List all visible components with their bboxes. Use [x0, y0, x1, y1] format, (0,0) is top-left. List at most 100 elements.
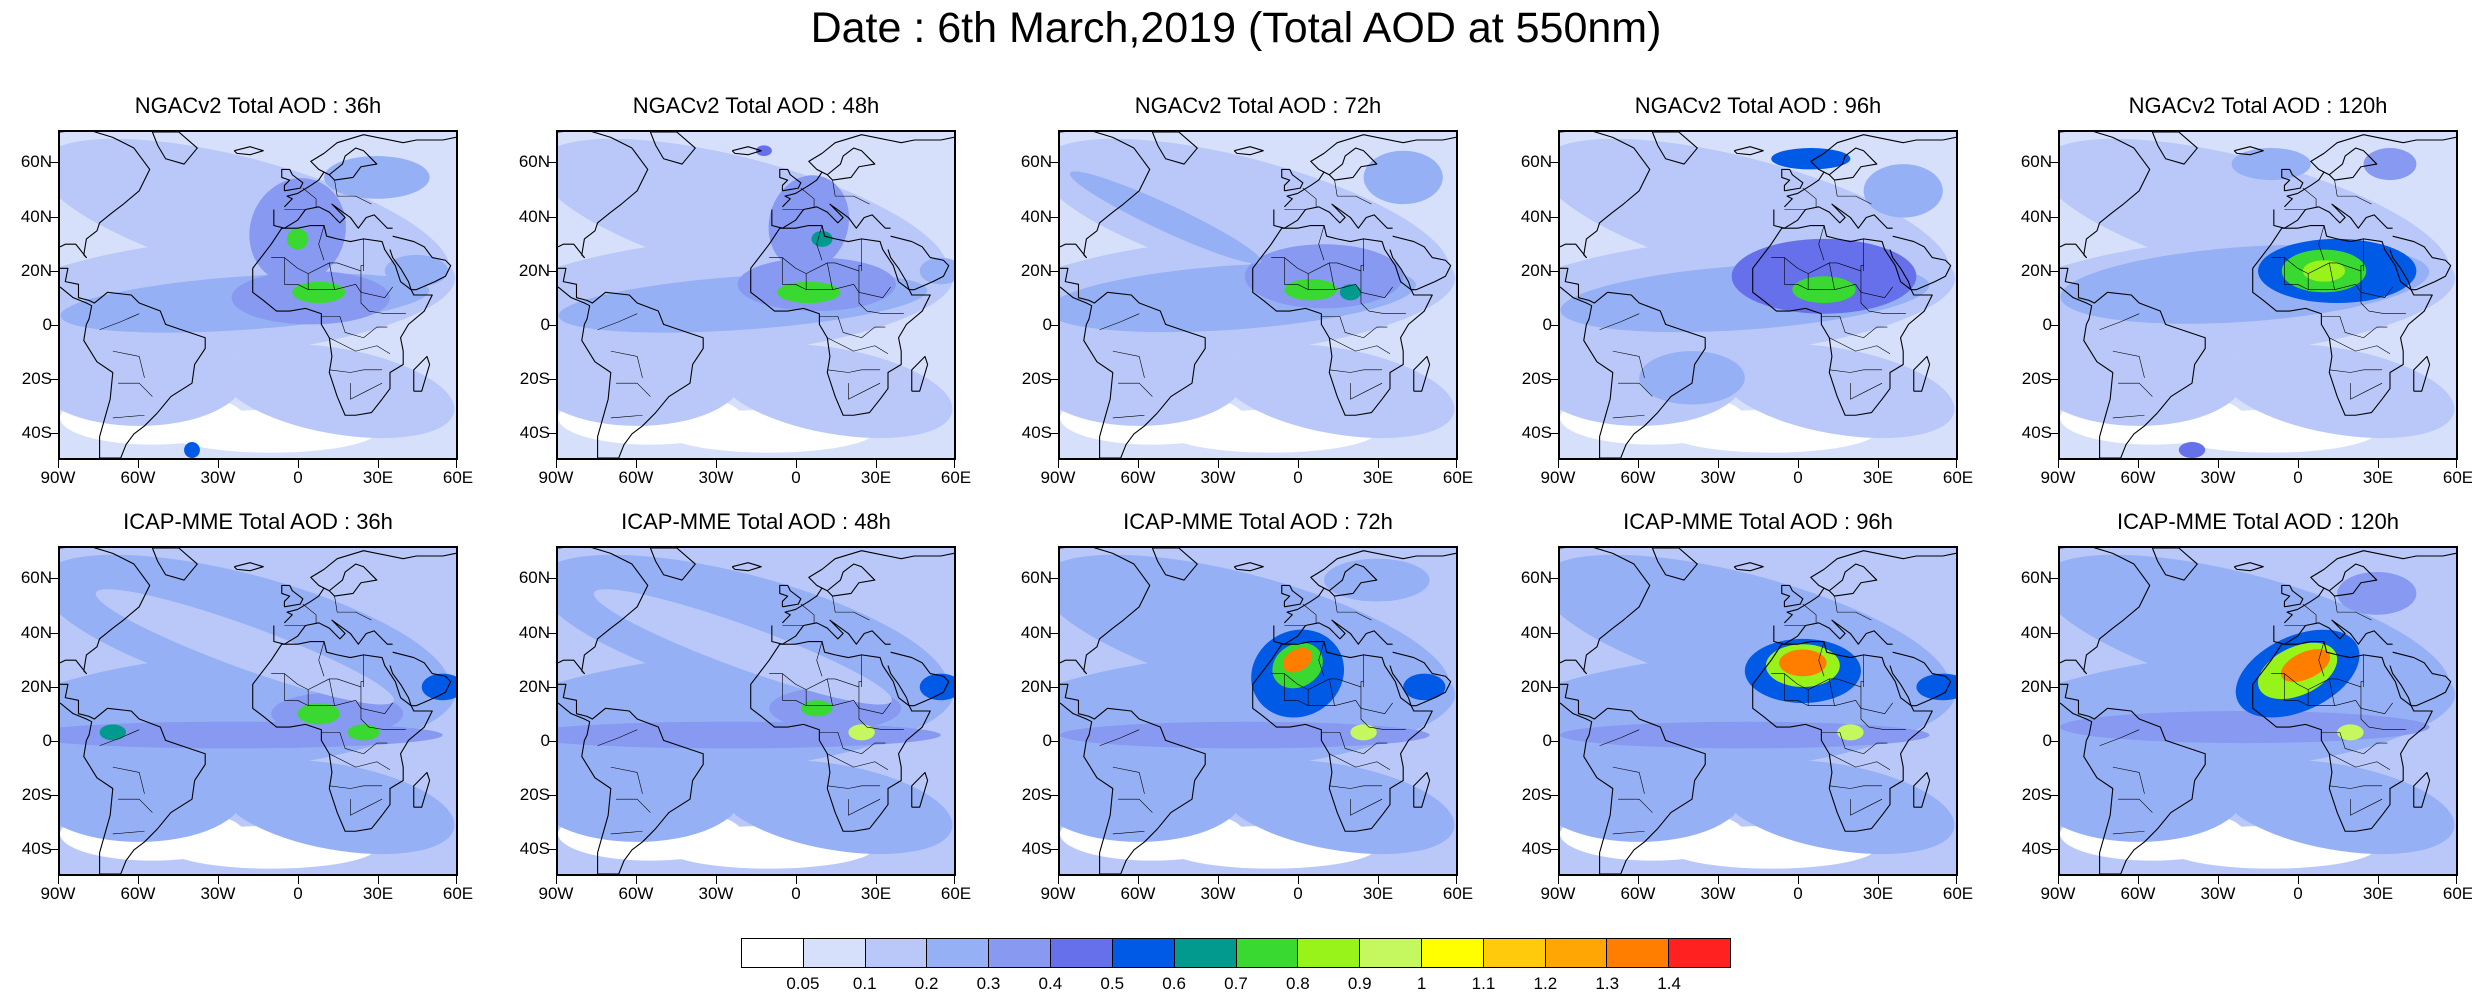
coastline	[2060, 267, 2206, 458]
map-panel-icap-72h: ICAP-MME Total AOD : 72h 60N 40N 20N 0 20S 40…	[1021, 508, 1473, 903]
coastline	[413, 355, 431, 392]
colorbar-tick-label: 0.3	[976, 974, 1001, 993]
latitude-tick	[548, 216, 556, 218]
aod-plume	[2231, 148, 2311, 181]
longitude-label: 30W	[1200, 468, 1236, 487]
aod-plume	[2060, 711, 2430, 744]
longitude-tick	[456, 876, 457, 884]
latitude-label: 60N	[20, 152, 52, 172]
coastline	[1273, 203, 1393, 229]
panel-title: NGACv2 Total AOD : 72h	[1134, 93, 1382, 118]
longitude-tick	[716, 460, 717, 468]
longitude-tick	[298, 460, 299, 468]
longitude-label: 60W	[618, 884, 654, 903]
longitude-tick	[954, 876, 955, 884]
aod-plume	[777, 281, 841, 304]
colorbar-swatch	[865, 939, 928, 967]
map-frame	[1558, 130, 1958, 460]
longitude-tick	[1218, 460, 1219, 468]
latitude-tick	[2050, 794, 2058, 796]
aod-field-map	[1060, 548, 1456, 874]
country-border	[1618, 798, 1653, 813]
longitude-label: 30E	[1862, 884, 1894, 903]
country-border	[2350, 798, 2383, 816]
map-frame	[58, 546, 458, 876]
latitude-label: 20N	[1520, 676, 1552, 696]
coastline	[284, 134, 456, 208]
coastline	[1389, 651, 1452, 707]
latitude-label: 40S	[21, 838, 52, 858]
coastline	[2389, 651, 2452, 707]
panel-title: ICAP-MME Total AOD : 72h	[1123, 509, 1393, 534]
aod-field-map	[1560, 132, 1956, 458]
country-border	[1318, 641, 1325, 677]
coastline	[2060, 548, 2151, 675]
country-border	[1828, 678, 1835, 706]
longitude-tick	[1378, 876, 1379, 884]
longitude-label: 30W	[200, 468, 236, 487]
longitude-label: 0	[1793, 468, 1803, 487]
country-border	[1828, 262, 1835, 290]
country-border	[1829, 753, 1891, 771]
latitude-label: 60N	[20, 568, 52, 588]
longitude-tick	[1956, 876, 1957, 884]
latitude-label: 20N	[518, 676, 550, 696]
colorbar-swatch	[1112, 939, 1175, 967]
latitude-label: 40N	[2020, 206, 2052, 226]
country-border	[2112, 830, 2145, 835]
aod-region	[2219, 760, 2455, 855]
colorbar-tick-label: 0.2	[914, 974, 939, 993]
country-border	[2284, 257, 2393, 298]
country-border	[1321, 732, 1388, 755]
colorbar-swatch	[1051, 939, 1113, 967]
map-frame	[2058, 546, 2458, 876]
country-border	[2329, 785, 2383, 789]
latitude-tick	[1050, 324, 1058, 326]
country-border	[610, 766, 643, 794]
country-border	[334, 180, 372, 205]
coastline	[1060, 683, 1206, 874]
latitude-tick	[50, 162, 58, 164]
aod-plume	[1060, 721, 1430, 749]
country-border	[1618, 382, 1653, 397]
country-border	[2302, 603, 2317, 623]
latitude-label: 0	[540, 314, 550, 334]
coastline	[273, 203, 393, 229]
latitude-tick	[50, 270, 58, 272]
longitude-label: 90W	[2040, 468, 2076, 487]
colorbar-swatch	[742, 939, 804, 967]
country-border	[318, 225, 325, 261]
latitude-label: 20S	[2021, 784, 2052, 804]
latitude-label: 40N	[2020, 622, 2052, 642]
longitude-tick	[1378, 460, 1379, 468]
coastline	[1913, 771, 1931, 808]
country-border	[1099, 313, 1140, 331]
longitude-tick	[1456, 460, 1457, 468]
country-border	[1802, 187, 1817, 207]
aod-plume	[2302, 260, 2346, 282]
coastline	[1781, 584, 1804, 608]
latitude-tick	[1550, 848, 1558, 850]
longitude-tick	[1058, 460, 1059, 468]
coastline	[558, 683, 704, 874]
coastline	[911, 771, 929, 808]
country-border	[360, 686, 406, 731]
country-border	[321, 732, 388, 755]
latitude-label: 40N	[1020, 206, 1052, 226]
latitude-tick	[2050, 270, 2058, 272]
coastline	[887, 235, 950, 291]
aod-plume	[2337, 572, 2417, 615]
coastline	[60, 548, 151, 675]
coastline	[1060, 548, 1151, 675]
country-border	[2318, 225, 2325, 261]
latitude-tick	[2050, 324, 2058, 326]
country-border	[329, 337, 391, 355]
country-border	[1821, 732, 1888, 755]
coastline	[1889, 651, 1952, 707]
coastline	[1252, 640, 1433, 832]
aod-region	[717, 344, 953, 439]
latitude-tick	[1050, 270, 1058, 272]
aod-plume	[184, 441, 200, 458]
colorbar-labels: 0.05 0.1 0.2 0.3 0.4 0.5 0.6 0.7 0.8 0.9 1 1.1 1.2 1.…	[741, 974, 1731, 994]
aod-region	[558, 745, 743, 842]
